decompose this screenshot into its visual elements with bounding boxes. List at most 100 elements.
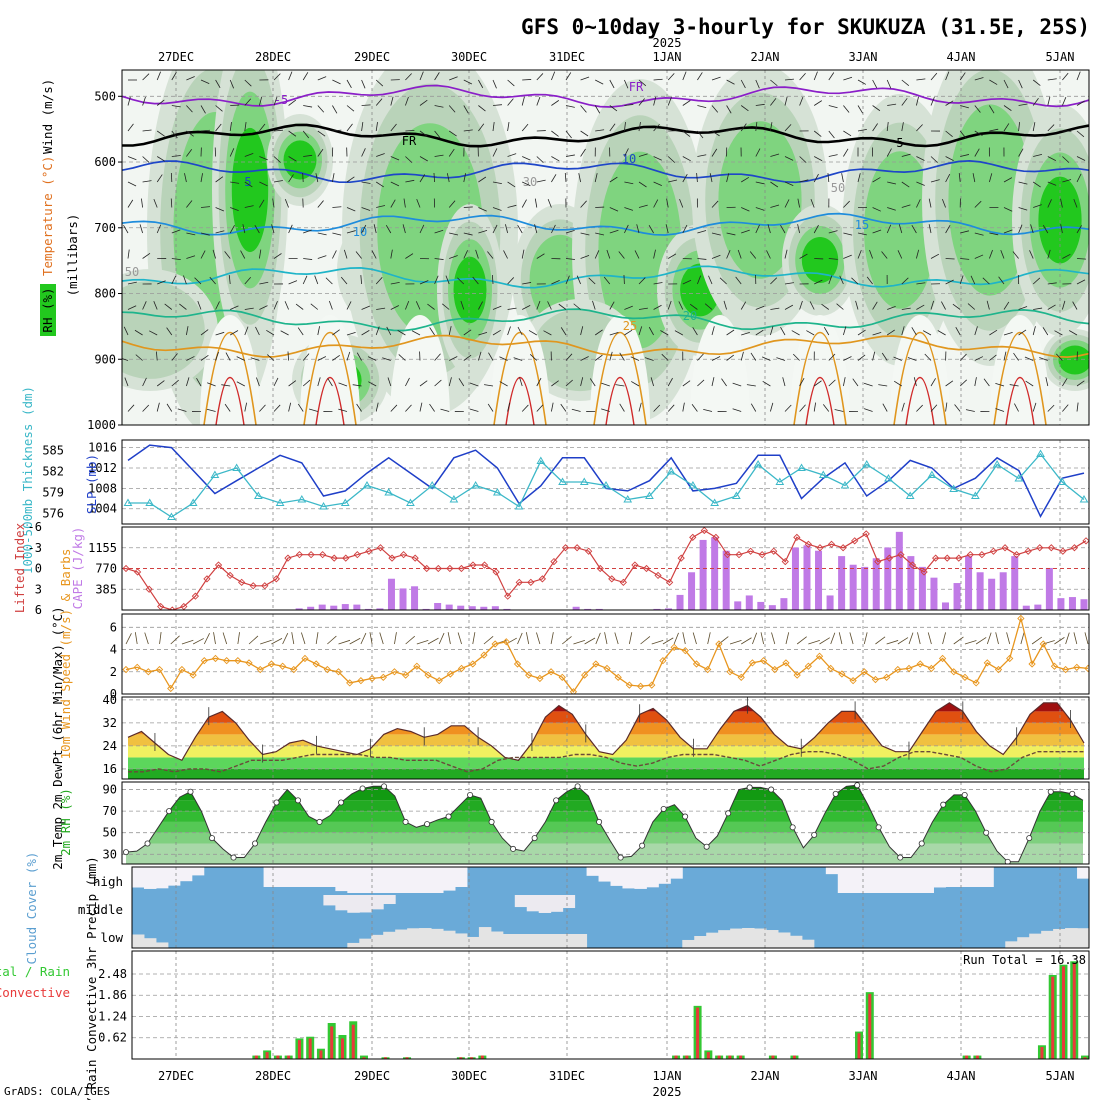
contour-label: FR bbox=[402, 134, 417, 148]
wind-frame bbox=[121, 613, 1090, 695]
wind-barb bbox=[901, 277, 909, 285]
thickness-point bbox=[949, 484, 959, 492]
thickness-point bbox=[558, 477, 567, 485]
wind-barb bbox=[851, 277, 859, 285]
wind-barb bbox=[507, 98, 514, 106]
rh-point bbox=[1004, 858, 1011, 864]
temperature-band bbox=[128, 702, 1084, 712]
wind-barb bbox=[799, 253, 808, 259]
wind-barb bbox=[989, 79, 998, 85]
rh-shade bbox=[801, 237, 839, 283]
wind-barb bbox=[332, 329, 340, 336]
wind-barb bbox=[310, 303, 319, 310]
wind-speed-point bbox=[569, 688, 578, 694]
wind-barb bbox=[536, 300, 541, 310]
surface-wind-barb bbox=[819, 637, 830, 645]
wind-barb bbox=[852, 378, 859, 387]
wind-barb bbox=[609, 123, 616, 132]
cape-bar bbox=[1011, 556, 1019, 610]
wind-barb bbox=[1018, 306, 1028, 310]
wind-barb bbox=[636, 224, 640, 234]
wind-barb bbox=[492, 224, 498, 234]
surface-wind-barb bbox=[483, 635, 494, 645]
wind-barb bbox=[434, 130, 441, 139]
cloud-low-block bbox=[1053, 928, 1066, 948]
wind-barb bbox=[784, 199, 790, 208]
lifted-index-point bbox=[978, 551, 986, 559]
rh-point bbox=[983, 829, 990, 836]
wind-barb bbox=[1047, 404, 1055, 412]
wind-barb bbox=[911, 225, 917, 234]
wind-barb bbox=[236, 356, 245, 361]
cape-bar bbox=[307, 606, 315, 610]
contour-label: -5 bbox=[274, 93, 288, 107]
wind-speed-point bbox=[1073, 663, 1081, 671]
lifted-index-point bbox=[642, 564, 651, 573]
wind-barb bbox=[352, 384, 362, 387]
cape-bar bbox=[491, 606, 499, 610]
wind-barb bbox=[141, 198, 143, 208]
wind-barb bbox=[828, 130, 835, 139]
wind-speed-point bbox=[334, 668, 343, 676]
date-tick-top: 4JAN bbox=[947, 50, 976, 64]
wind-speed-point bbox=[692, 660, 701, 668]
wind-barb bbox=[732, 408, 742, 412]
wind-barb bbox=[521, 404, 529, 412]
wind-barb bbox=[156, 99, 165, 106]
wind-barb bbox=[828, 72, 835, 81]
wind-barb bbox=[945, 279, 954, 285]
wind-barb bbox=[872, 79, 878, 89]
temperature-fill bbox=[128, 702, 1084, 779]
wind-barb bbox=[609, 331, 619, 336]
wind-barb bbox=[780, 327, 786, 336]
date-tick-bottom: 4JAN bbox=[947, 1069, 976, 1083]
wind-barb bbox=[338, 408, 348, 412]
contour-label: 15 bbox=[855, 218, 869, 232]
cloud-low-block bbox=[1017, 937, 1030, 948]
cape-bar bbox=[688, 572, 696, 610]
wind-barb bbox=[244, 98, 252, 106]
wind-barb bbox=[297, 327, 304, 336]
wind-barb bbox=[327, 378, 333, 387]
cape-bar bbox=[965, 556, 973, 610]
surface-wind-barb bbox=[771, 632, 776, 645]
wind-barb bbox=[594, 173, 598, 183]
cloud-middle-block bbox=[347, 895, 360, 913]
cloud-high-block bbox=[323, 867, 336, 887]
lifted-index-point bbox=[793, 533, 801, 542]
wind-barb bbox=[170, 198, 173, 208]
wind-barb bbox=[317, 377, 321, 387]
wind-barb bbox=[200, 329, 209, 336]
wind-barb bbox=[207, 382, 216, 387]
wind-barb bbox=[288, 99, 297, 106]
wind-barb bbox=[186, 200, 193, 208]
precip-convective-bar bbox=[706, 1052, 710, 1059]
wind-speed-point bbox=[290, 665, 298, 674]
pressure-tick: 700 bbox=[94, 221, 116, 235]
wind-barb bbox=[1003, 79, 1009, 89]
wind-barb bbox=[982, 277, 990, 285]
wind-barb bbox=[930, 179, 940, 183]
wind-barb bbox=[560, 327, 567, 336]
wind-barb bbox=[678, 301, 684, 310]
wind-barb bbox=[302, 379, 311, 387]
wind-barb bbox=[212, 249, 216, 259]
wind-barb bbox=[346, 123, 353, 132]
wind-barb bbox=[667, 300, 672, 310]
temperature-tick: 32 bbox=[103, 716, 117, 730]
wind-speed-point bbox=[357, 677, 365, 685]
cape-bar bbox=[907, 556, 915, 610]
wind-barb bbox=[390, 249, 393, 259]
cloud-low-block bbox=[1041, 930, 1054, 948]
wind-barb bbox=[273, 96, 278, 106]
cloud-middle-block bbox=[383, 895, 396, 905]
wind-barb bbox=[156, 174, 163, 183]
cape-bar bbox=[676, 594, 684, 610]
surface-wind-barb bbox=[796, 636, 807, 645]
wind-barb bbox=[667, 253, 677, 259]
wind-speed-point bbox=[905, 664, 913, 673]
wind-barb bbox=[375, 402, 379, 412]
cloud-low-block bbox=[407, 928, 420, 948]
lifted-index-point bbox=[353, 551, 361, 559]
wind-barb bbox=[606, 249, 611, 259]
